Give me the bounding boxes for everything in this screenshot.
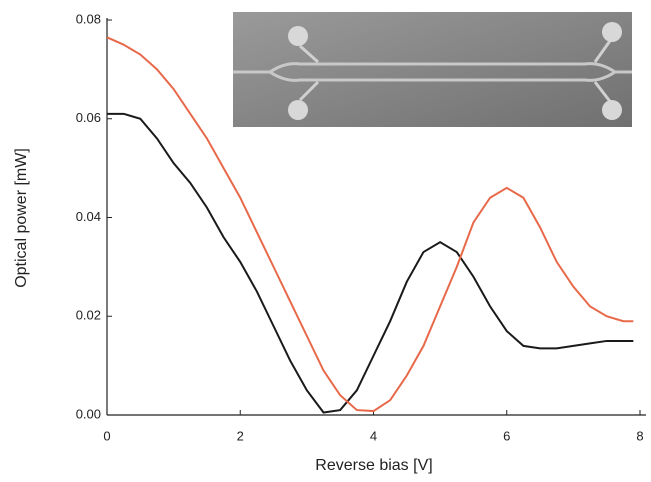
x-tick-label: 0 [103, 428, 110, 443]
y-tick-label: 0.06 [76, 110, 101, 125]
x-axis-title: Reverse bias [V] [315, 457, 432, 474]
x-tick-label: 6 [503, 428, 510, 443]
y-tick-label: 0.08 [76, 11, 101, 26]
y-tick-label: 0.00 [76, 406, 101, 421]
x-tick-label: 2 [237, 428, 244, 443]
x-tick-label: 4 [370, 428, 377, 443]
x-tick-label: 8 [636, 428, 643, 443]
inset-photo [233, 12, 632, 127]
y-tick-label: 0.02 [76, 308, 101, 323]
y-tick-label: 0.04 [76, 209, 101, 224]
data-line [106, 36, 634, 413]
y-axis-title: Optical power [mW] [13, 148, 30, 288]
data-line [107, 112, 634, 414]
